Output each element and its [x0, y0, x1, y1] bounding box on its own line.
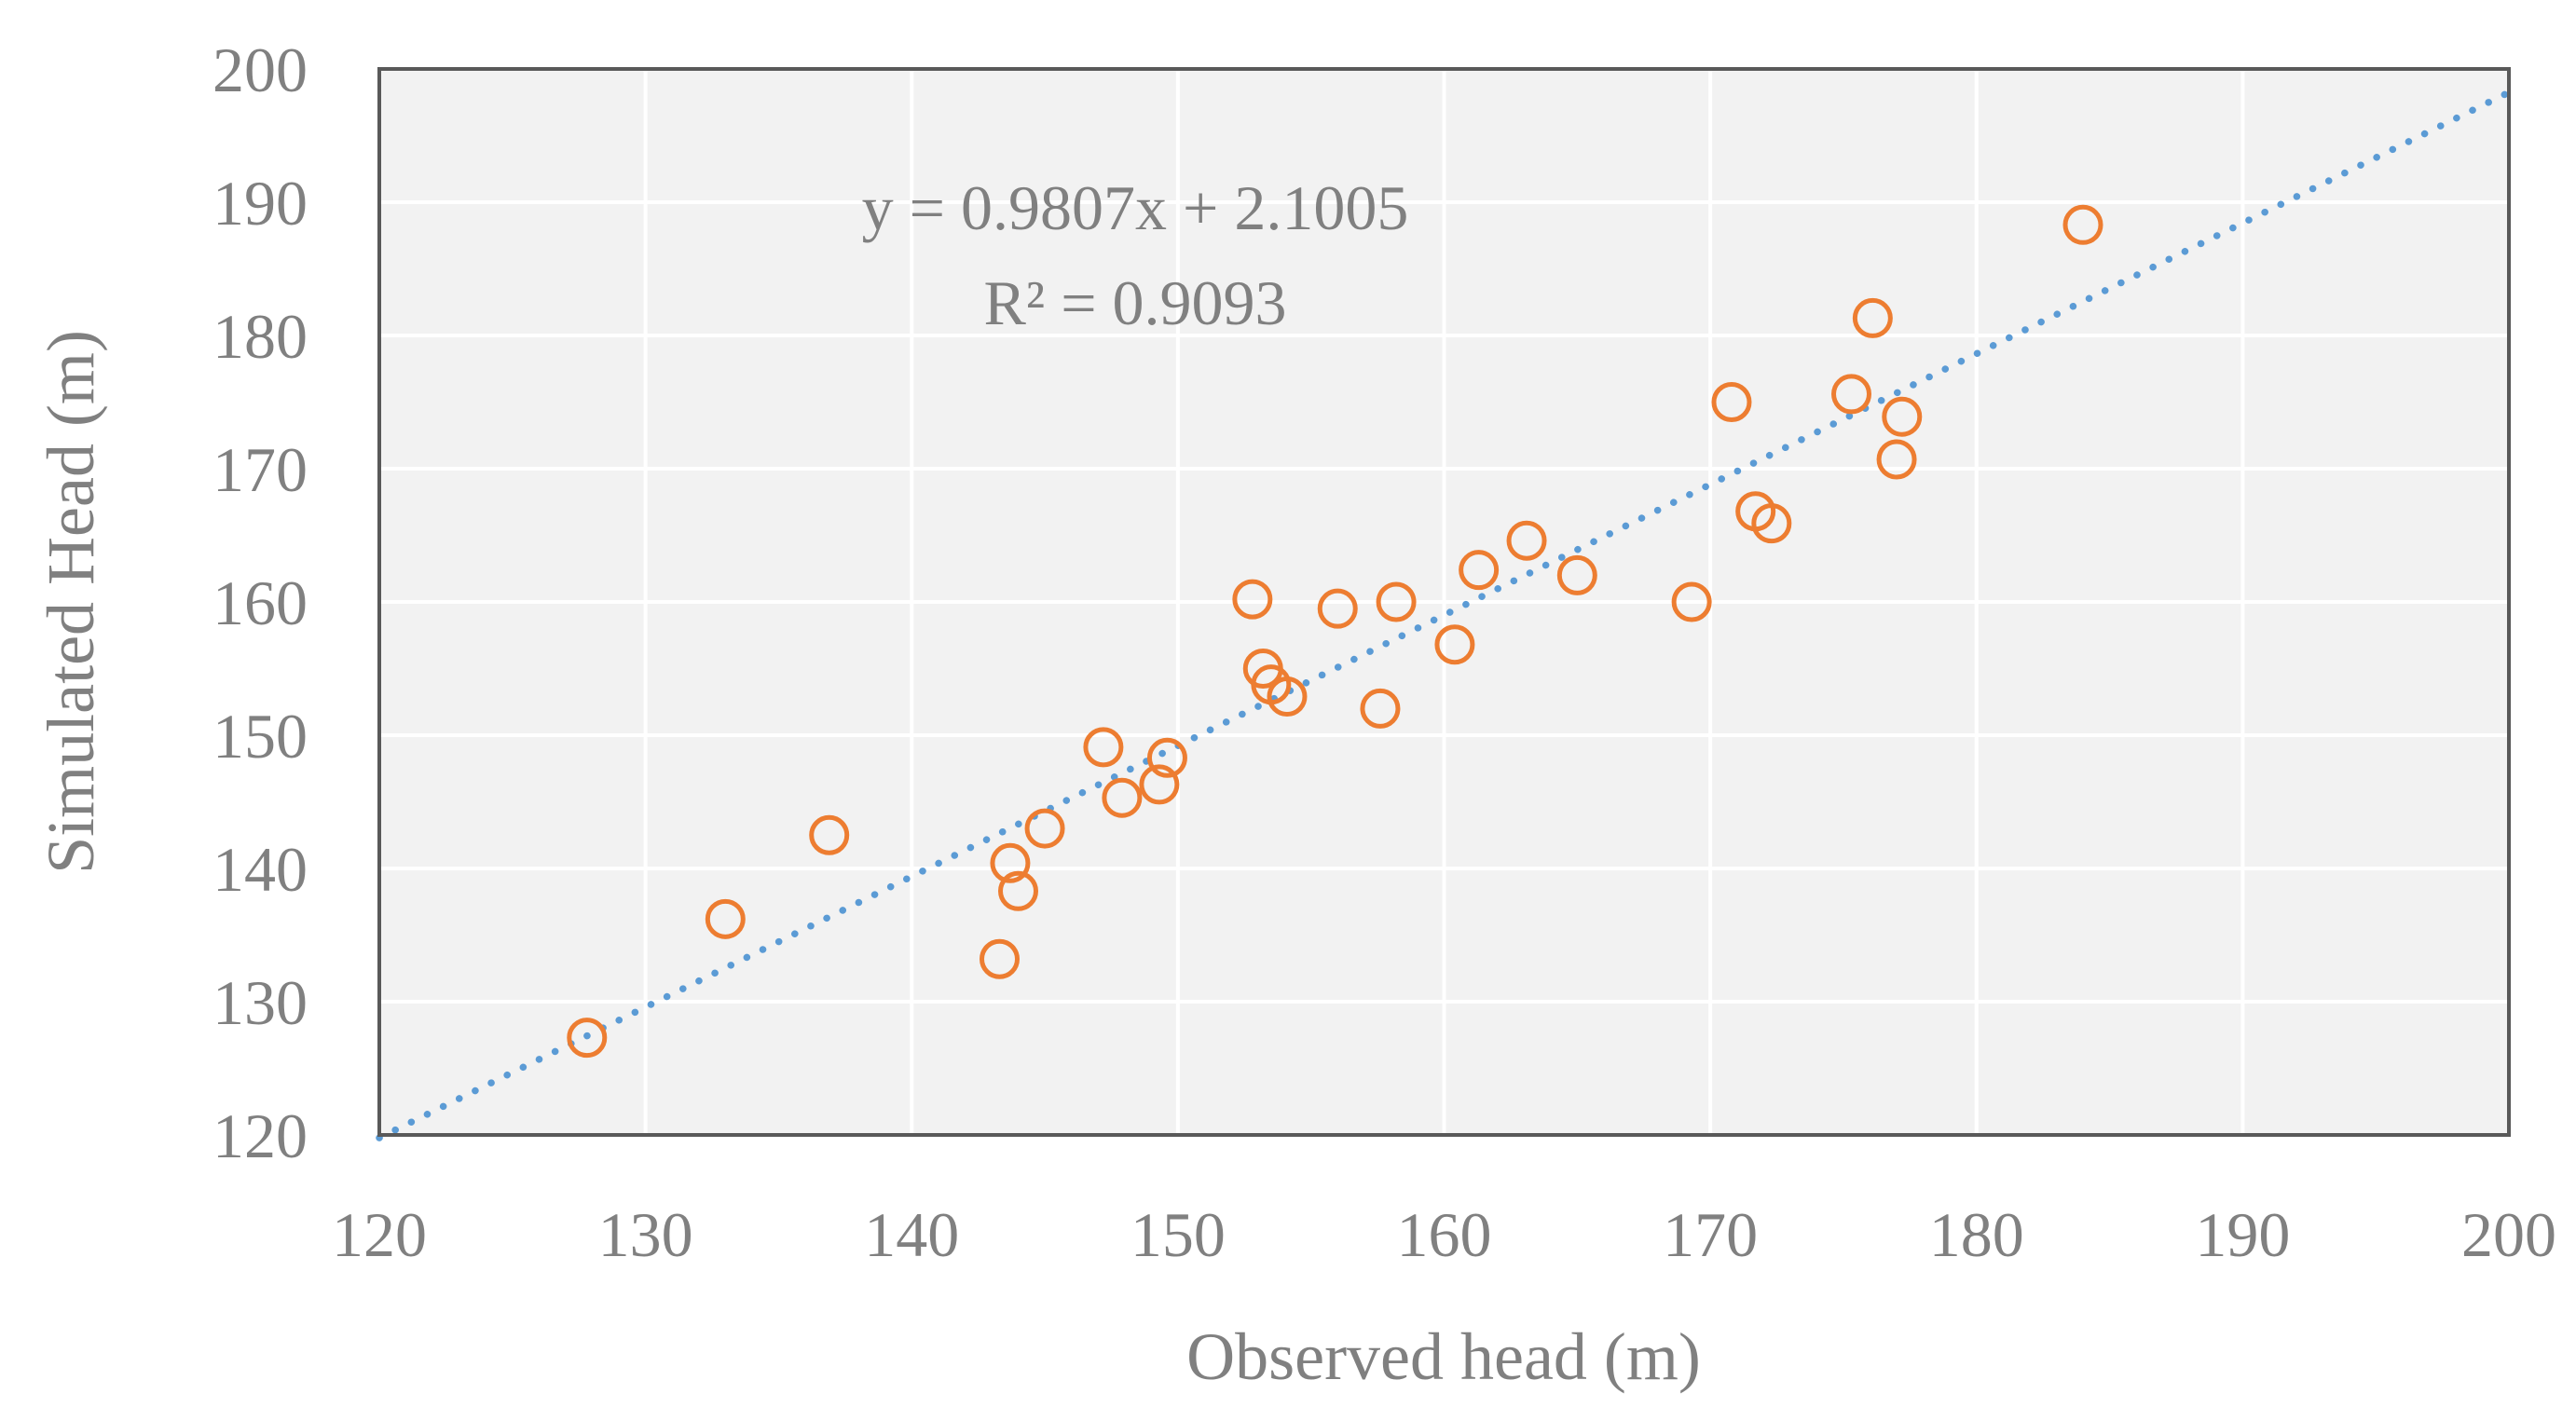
data-point — [1831, 374, 1872, 415]
data-point — [1751, 503, 1792, 544]
data-point — [1232, 579, 1273, 620]
x-tick-label: 130 — [598, 1199, 693, 1270]
y-tick-label: 150 — [212, 701, 308, 772]
trendline-group — [376, 89, 2513, 1141]
data-point — [2062, 204, 2103, 245]
trendline — [376, 89, 2513, 1141]
x-tick-labels: 120 130 140 150 160 170 180 190 200 — [332, 1199, 2556, 1270]
x-tick-label: 200 — [2461, 1199, 2556, 1270]
data-point — [1102, 777, 1143, 818]
data-point — [1711, 382, 1752, 422]
data-point — [990, 842, 1031, 883]
y-tick-label: 160 — [212, 567, 308, 638]
data-point — [1459, 550, 1500, 591]
x-tick-label: 120 — [332, 1199, 427, 1270]
y-tick-label: 130 — [212, 967, 308, 1038]
data-point — [1139, 764, 1180, 805]
data-point — [1024, 808, 1065, 849]
y-tick-label: 200 — [212, 34, 308, 105]
y-tick-label: 140 — [212, 834, 308, 905]
data-point — [1146, 737, 1187, 778]
data-point — [980, 938, 1021, 979]
data-point — [1376, 581, 1417, 622]
y-tick-label: 180 — [212, 301, 308, 372]
y-tick-label: 120 — [212, 1100, 308, 1171]
plot-border — [377, 67, 2511, 1137]
data-point — [1506, 520, 1547, 561]
data-point — [1267, 676, 1308, 717]
data-point — [1882, 396, 1923, 437]
x-tick-label: 140 — [864, 1199, 959, 1270]
data-point — [1671, 581, 1712, 622]
data-point — [1360, 688, 1401, 729]
data-point — [1876, 439, 1917, 480]
data-point — [1434, 624, 1475, 665]
data-point — [705, 898, 746, 939]
data-point — [1556, 554, 1597, 595]
x-tick-label: 150 — [1130, 1199, 1226, 1270]
data-point — [567, 1018, 608, 1059]
trendline-r2: R² = 0.9093 — [983, 267, 1286, 338]
x-tick-label: 160 — [1397, 1199, 1492, 1270]
y-tick-labels: 120 130 140 150 160 170 180 190 200 — [212, 34, 308, 1171]
data-points — [567, 204, 2103, 1059]
x-axis-title: Observed head (m) — [1186, 1319, 1701, 1394]
y-tick-label: 190 — [212, 168, 308, 239]
x-tick-label: 190 — [2195, 1199, 2290, 1270]
y-tick-label: 170 — [212, 434, 308, 505]
x-tick-label: 180 — [1929, 1199, 2024, 1270]
data-point — [998, 870, 1038, 911]
data-point — [1083, 727, 1124, 768]
trendline-equation: y = 0.9807x + 2.1005 — [862, 172, 1409, 243]
data-point — [1317, 588, 1358, 629]
y-axis-title: Simulated Head (m) — [34, 330, 108, 874]
data-point — [809, 814, 850, 855]
x-tick-label: 170 — [1663, 1199, 1758, 1270]
data-point — [1852, 297, 1893, 338]
